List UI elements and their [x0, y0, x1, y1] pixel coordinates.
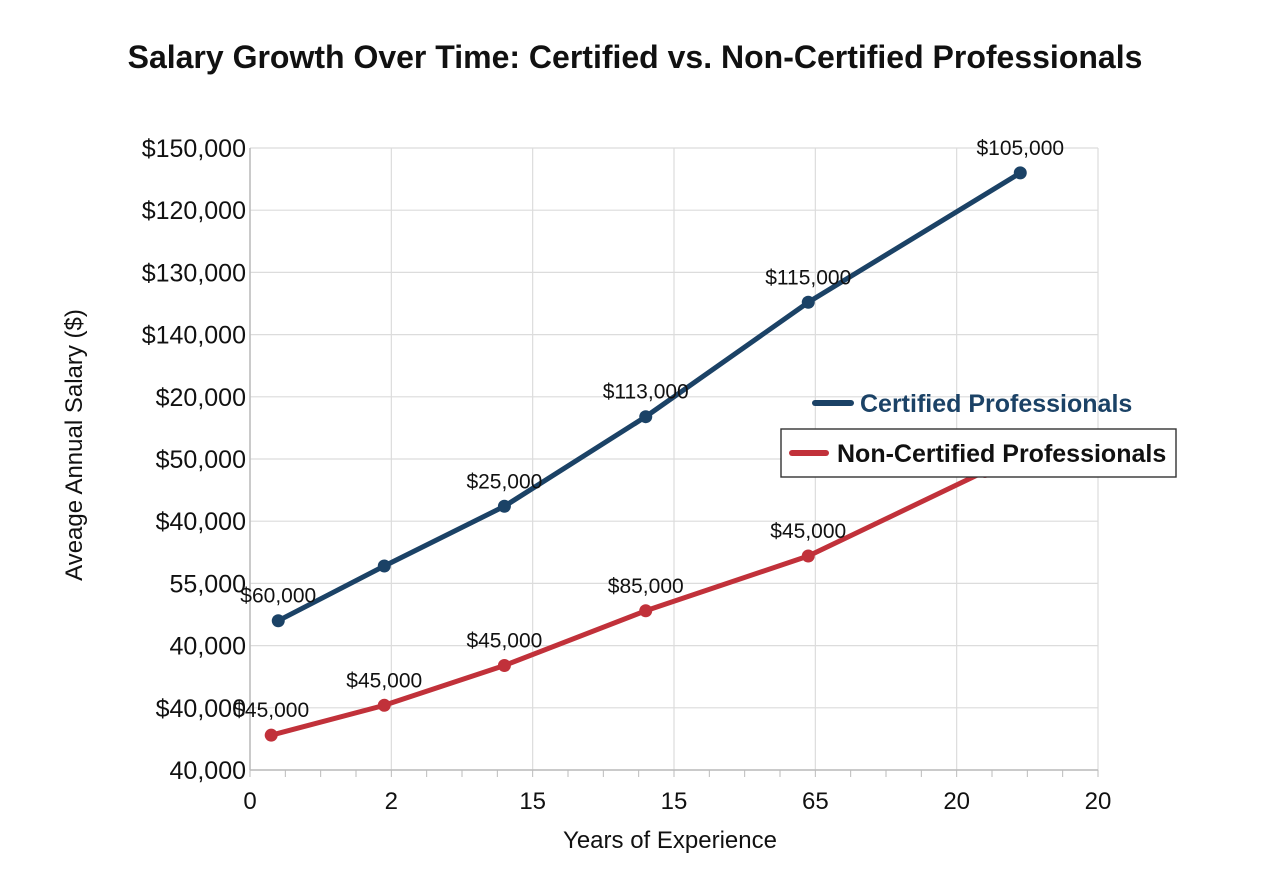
series-line-1 — [268, 468, 988, 738]
x-tick-label: 2 — [385, 788, 398, 815]
data-point — [377, 559, 391, 573]
y-tick-label: $20,000 — [156, 384, 246, 412]
y-tick-label: $120,000 — [142, 197, 246, 225]
data-label: $45,000 — [466, 630, 542, 653]
y-tick-label: 55,000 — [170, 570, 246, 598]
data-point — [639, 410, 653, 424]
data-point — [497, 499, 511, 513]
legend-label-certified: Certified Professionals — [860, 390, 1132, 418]
x-tick-label: 0 — [243, 788, 256, 815]
data-point — [264, 728, 278, 742]
data-label: $113,000 — [603, 381, 689, 404]
y-tick-label: $150,000 — [142, 135, 246, 163]
data-label: $60,000 — [240, 585, 316, 608]
data-label: $45,000 — [233, 699, 309, 722]
x-tick-label: 15 — [661, 788, 688, 815]
x-tick-label: 65 — [802, 788, 829, 815]
y-axis-title: Aveage Annual Salary ($) — [61, 309, 88, 581]
x-tick-label: 20 — [1085, 788, 1112, 815]
data-point — [639, 604, 653, 618]
chart-title: Salary Growth Over Time: Certified vs. N… — [128, 39, 1143, 75]
legend-label-non-certified: Non-Certified Professionals — [837, 440, 1166, 468]
y-tick-label: 40,000 — [170, 757, 246, 785]
data-point — [377, 698, 391, 712]
data-label: $45,000 — [770, 520, 846, 543]
y-tick-label: 40,000 — [170, 633, 246, 661]
series — [264, 166, 1027, 742]
data-label: $45,000 — [346, 669, 422, 692]
x-axis-ticks: 0 2 15 15 65 20 20 — [243, 788, 1111, 815]
data-point — [801, 549, 815, 563]
x-axis-title: Years of Experience — [563, 827, 777, 854]
axes — [249, 148, 1099, 777]
series-line-0 — [275, 170, 1023, 624]
data-point — [1013, 166, 1027, 180]
y-tick-label: $140,000 — [142, 322, 246, 350]
data-point — [801, 295, 815, 309]
y-tick-label: $40,000 — [156, 695, 246, 723]
legend: Certified Professionals Non-Certified Pr… — [780, 390, 1177, 478]
y-tick-label: $40,000 — [156, 508, 246, 536]
x-tick-label: 20 — [943, 788, 970, 815]
y-tick-label: $50,000 — [156, 446, 246, 474]
legend-box — [780, 428, 1177, 478]
data-label: $85,000 — [608, 575, 684, 598]
data-label: $105,000 — [976, 137, 1064, 160]
data-point — [497, 659, 511, 673]
x-tick-label: 15 — [519, 788, 546, 815]
data-label: $25,000 — [466, 470, 542, 493]
data-point — [271, 614, 285, 628]
data-label: $115,000 — [765, 266, 851, 289]
y-tick-label: $130,000 — [142, 259, 246, 287]
y-axis-ticks: $150,000 $120,000 $130,000 $140,000 $20,000 $… — [142, 135, 246, 785]
